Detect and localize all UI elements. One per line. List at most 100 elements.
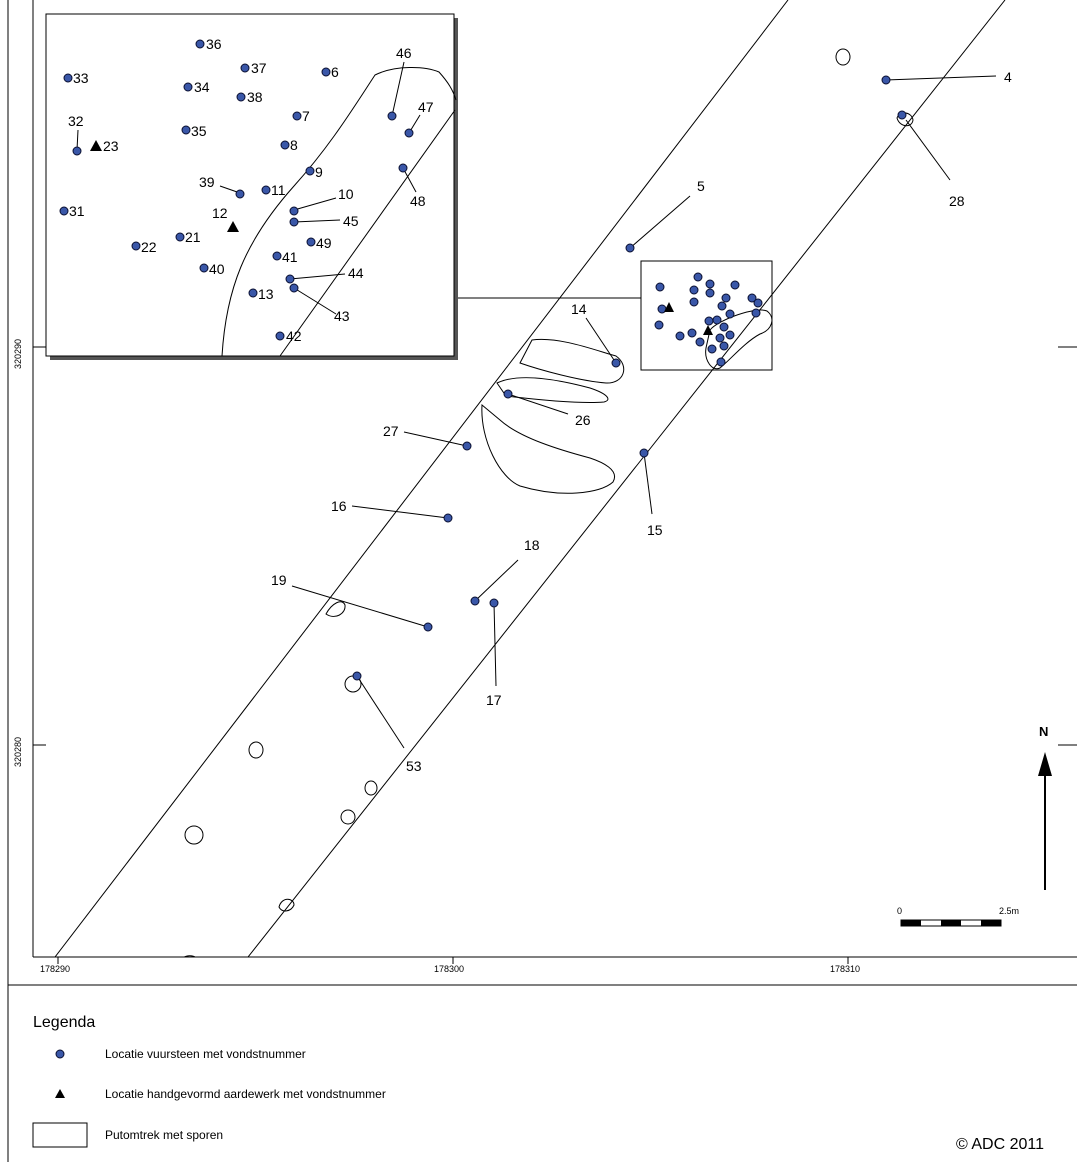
find-point [261,185,271,195]
find-point [183,82,193,92]
find-point [72,146,82,156]
find-label: 18 [524,537,540,553]
legend-item-label: Putomtrek met sporen [105,1128,223,1142]
north-arrow: N [1038,724,1052,890]
inset-label: 37 [251,60,267,76]
find-point [695,337,705,347]
inset-label: 46 [396,45,412,61]
inset-label: 6 [331,64,339,80]
find-point [719,341,729,351]
features [183,48,914,957]
inset-label: 47 [418,99,434,115]
scale-bar: 0 2.5m [897,906,1019,927]
find-point [63,73,73,83]
find-point [235,189,245,199]
find-point [751,308,761,318]
x-tick-label-2: 178300 [434,964,464,974]
map-labels: 4 28 5 14 26 27 16 15 18 19 17 53 [271,69,1012,774]
find-point [503,389,513,399]
inset-label: 34 [194,79,210,95]
legend: Legenda Locatie vuursteen met vondstnumm… [32,1014,386,1148]
find-point [712,315,722,325]
find-point [625,243,635,253]
find-point [236,92,246,102]
find-point [280,140,290,150]
find-point [675,331,685,341]
legend-title: Legenda [33,1014,95,1031]
inset-label: 9 [315,164,323,180]
page-frame [7,0,1077,1162]
find-point [398,163,408,173]
find-point [707,344,717,354]
find-point [689,285,699,295]
inset-detail: 36 37 6 33 34 38 7 46 47 35 32 23 8 9 39… [45,13,458,360]
find-point [639,448,649,458]
find-point [199,263,209,273]
inset-reference-box [640,260,773,371]
find-point [881,75,891,85]
find-point [289,206,299,216]
inset-label: 11 [271,182,286,198]
inset-label: 38 [247,89,263,105]
find-point [716,357,726,367]
inset-label: 32 [68,113,84,129]
find-label: 5 [697,178,705,194]
find-point [489,598,499,608]
find-point [306,237,316,247]
find-point [689,297,699,307]
inset-label: 41 [282,249,298,265]
find-label: 15 [647,522,663,538]
find-label: 17 [486,692,502,708]
find-point [462,441,472,451]
find-point [131,241,141,251]
find-point [897,110,907,120]
inset-label: 10 [338,186,354,202]
north-arrow-icon [1038,752,1052,776]
find-point [655,282,665,292]
find-point [705,288,715,298]
find-point [352,671,362,681]
find-point [715,333,725,343]
copyright: © ADC 2011 [956,1136,1044,1153]
inset-label: 21 [185,229,201,245]
pottery-points [664,302,713,335]
inset-label: 49 [316,235,332,251]
find-point [272,251,282,261]
legend-dot-icon [55,1049,65,1059]
scale-start-label: 0 [897,906,902,916]
pottery-point [703,325,713,335]
inset-label: 13 [258,286,274,302]
find-point [721,293,731,303]
inset-label: 22 [141,239,157,255]
find-point [704,316,714,326]
inset-label: 23 [103,138,119,154]
find-point [59,206,69,216]
find-point [611,358,621,368]
find-label: 19 [271,572,287,588]
inset-label: 7 [302,108,310,124]
pottery-point [90,140,102,151]
pottery-point [227,221,239,232]
find-point [725,309,735,319]
find-label: 4 [1004,69,1012,85]
inset-label: 43 [334,308,350,324]
find-point [753,298,763,308]
find-point [423,622,433,632]
find-point [717,301,727,311]
find-label: 28 [949,193,965,209]
find-point [725,330,735,340]
inset-label: 39 [199,174,215,190]
y-tick-label-2: 320280 [13,737,23,767]
find-point [705,279,715,289]
find-point [248,288,258,298]
x-tick-label-1: 178290 [40,964,70,974]
find-label: 16 [331,498,347,514]
find-point [719,322,729,332]
pottery-point [664,302,674,312]
inset-label: 33 [73,70,89,86]
find-point [387,111,397,121]
find-point [240,63,250,73]
find-point [181,125,191,135]
